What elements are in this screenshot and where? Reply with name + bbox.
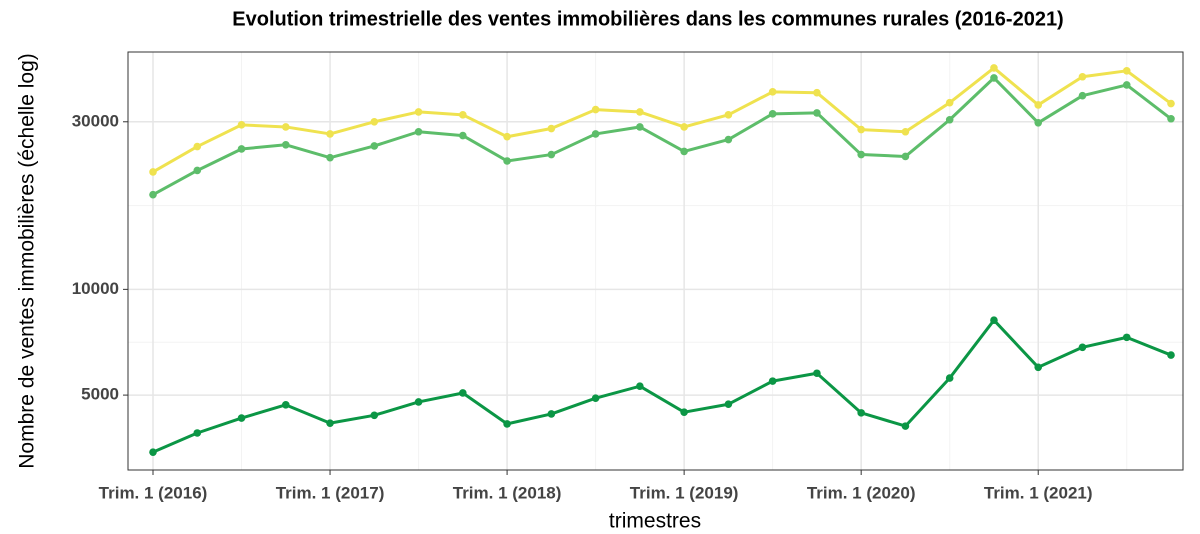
point: [901, 422, 910, 430]
point: [414, 127, 423, 136]
chart-title: Evolution trimestrielle des ventes immob…: [232, 8, 1063, 30]
point: [1034, 363, 1043, 372]
point: [1167, 351, 1175, 359]
point: [636, 108, 644, 116]
point: [503, 420, 511, 428]
point: [813, 109, 821, 117]
point: [857, 150, 865, 159]
x-axis-label: trimestres: [609, 510, 701, 533]
point: [680, 147, 688, 156]
y-tick-label: 5000: [81, 385, 119, 404]
point: [503, 132, 511, 141]
point: [370, 117, 379, 126]
x-tick-label: Trim. 1 (2018): [453, 483, 562, 502]
point: [1122, 333, 1131, 342]
point: [901, 152, 910, 161]
point: [459, 131, 467, 140]
x-tick-label: Trim. 1 (2021): [984, 483, 1093, 502]
point: [237, 121, 246, 129]
point: [193, 142, 202, 151]
series-line: [152, 318, 1172, 454]
point: [724, 111, 733, 119]
point: [370, 411, 379, 420]
point: [990, 316, 998, 324]
point: [1034, 101, 1043, 109]
point: [1167, 114, 1175, 123]
point: [281, 401, 290, 409]
point: [813, 369, 821, 378]
point: [990, 64, 998, 72]
point: [326, 130, 334, 138]
point: [459, 389, 467, 397]
plot-border: [127, 51, 1184, 471]
point: [945, 115, 954, 124]
point: [1078, 91, 1087, 100]
point: [945, 374, 954, 382]
point: [237, 145, 246, 153]
point: [591, 394, 600, 402]
x-tick-label: Trim. 1 (2017): [276, 483, 385, 502]
point: [945, 98, 954, 107]
point: [281, 123, 290, 131]
point: [237, 414, 246, 422]
point: [281, 140, 290, 149]
point: [149, 448, 157, 456]
point: [857, 409, 865, 417]
point: [724, 135, 733, 144]
point: [459, 111, 467, 119]
point: [1122, 81, 1131, 89]
point: [636, 382, 644, 391]
point: [1034, 118, 1043, 127]
point: [149, 190, 157, 199]
point: [326, 153, 334, 162]
point: [724, 400, 733, 409]
point: [1078, 72, 1087, 81]
point: [680, 123, 688, 131]
point: [990, 74, 998, 82]
point: [193, 166, 202, 175]
x-tick-label: Trim. 1 (2020): [807, 483, 916, 502]
series-line: [152, 66, 1172, 174]
point: [326, 419, 334, 427]
y-tick-label: 10000: [72, 279, 119, 298]
point: [193, 429, 202, 437]
point: [547, 410, 556, 418]
point: [503, 157, 511, 165]
y-axis-label: Nombre de ventes immobilières (échelle l…: [16, 53, 39, 469]
point: [547, 124, 556, 133]
point: [149, 168, 157, 176]
point: [768, 88, 777, 96]
point: [768, 110, 777, 118]
point: [1122, 67, 1131, 75]
point: [768, 377, 777, 385]
point: [591, 130, 600, 138]
series-line: [152, 76, 1172, 197]
point: [813, 88, 821, 97]
point: [370, 142, 379, 150]
point: [591, 105, 600, 114]
point: [1078, 343, 1087, 352]
point: [901, 127, 910, 136]
point: [636, 123, 644, 131]
point: [680, 408, 688, 416]
point: [414, 108, 423, 116]
point: [857, 125, 865, 134]
y-tick-label: 30000: [72, 111, 119, 130]
point: [414, 398, 423, 406]
x-tick-label: Trim. 1 (2016): [99, 483, 208, 502]
point: [547, 150, 556, 159]
point: [1167, 99, 1175, 108]
x-tick-label: Trim. 1 (2019): [630, 483, 739, 502]
